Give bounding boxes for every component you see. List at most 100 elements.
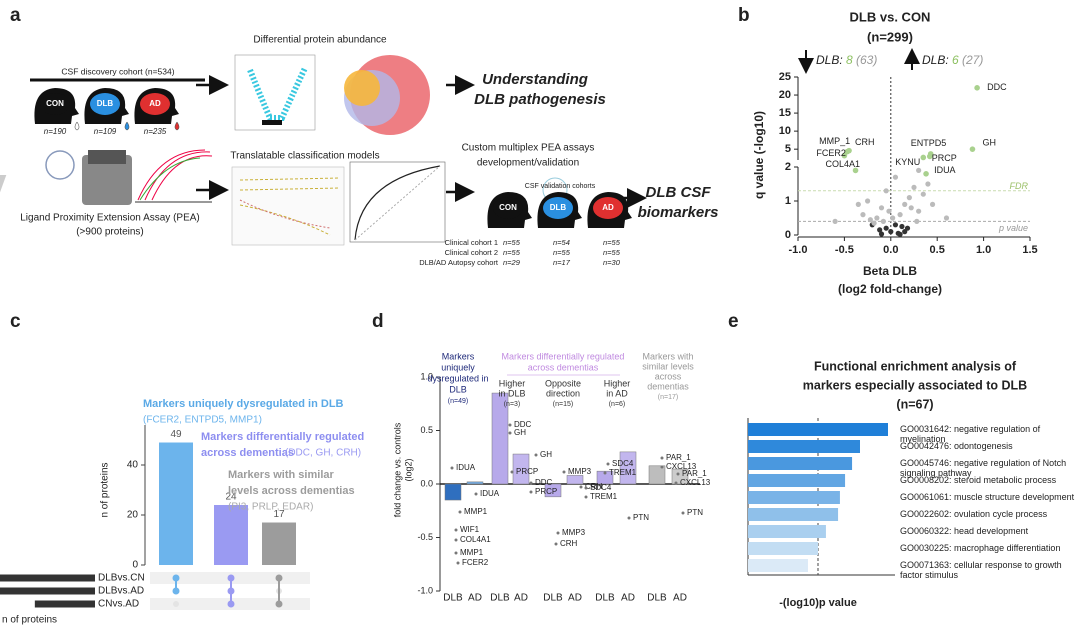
panel-a-art xyxy=(0,54,647,246)
bar xyxy=(512,453,530,485)
cohort-n: n=17 xyxy=(553,258,571,267)
y-axis-label: q value (-log10) xyxy=(752,111,766,199)
matrix-dot xyxy=(227,587,235,595)
group-header: DLB xyxy=(449,384,467,394)
bar xyxy=(214,505,248,565)
point-label: PRCP xyxy=(516,467,538,476)
point xyxy=(888,229,894,235)
matrix-dot xyxy=(227,574,235,582)
set-bar xyxy=(0,587,95,595)
x-tick-label: 0.0 xyxy=(883,244,898,256)
point xyxy=(886,208,892,214)
group-header: uniquely xyxy=(441,362,475,372)
highlighted-point xyxy=(852,167,859,174)
point xyxy=(892,174,899,180)
cohort-n: n=55 xyxy=(553,248,571,257)
bar xyxy=(748,559,808,572)
highlighted-point xyxy=(846,147,852,154)
point-label: GH xyxy=(514,428,526,437)
point xyxy=(916,208,922,214)
point xyxy=(902,201,908,207)
annotation: levels across dementias xyxy=(228,485,355,497)
point xyxy=(877,227,883,233)
drop xyxy=(174,121,180,131)
x-tick-label: DLB xyxy=(490,593,510,604)
y-tick-label: 2 xyxy=(785,161,791,173)
point-label: PAR_1 xyxy=(682,469,707,478)
label: DLB CSF xyxy=(646,184,712,201)
group-header: direction xyxy=(546,388,580,398)
group-name: CON xyxy=(499,203,517,212)
label-dot xyxy=(529,490,533,494)
point xyxy=(855,201,861,207)
point-label: ENTPD5 xyxy=(911,138,947,148)
point xyxy=(878,231,885,237)
threshold-label: FDR xyxy=(1010,181,1029,191)
category-label: GO0022602: ovulation cycle process xyxy=(900,509,1048,519)
y-tick-label: 40 xyxy=(127,460,139,471)
point-label: WIF1 xyxy=(460,525,480,534)
category-label: GO0061061: muscle structure development xyxy=(900,492,1075,502)
y-tick-label: 0 xyxy=(132,560,138,571)
point xyxy=(880,218,886,224)
value-label: 24 xyxy=(225,492,237,503)
count-total: (27) xyxy=(962,53,983,67)
point xyxy=(897,231,903,237)
cohort-n: n=30 xyxy=(603,258,621,267)
panel-label: c xyxy=(10,311,21,332)
label-dot xyxy=(458,510,462,514)
annotation: (PI3, PRLP, EDAR) xyxy=(228,502,313,513)
chart-title: (n=67) xyxy=(896,397,933,411)
label-dot xyxy=(676,472,680,476)
label: Understanding xyxy=(482,71,588,88)
x-tick-label: DLB xyxy=(443,593,463,604)
bar xyxy=(748,525,826,538)
highlighted-point xyxy=(926,153,933,160)
label-dot xyxy=(660,456,664,460)
y-tick-label: 0.0 xyxy=(420,478,433,488)
label-dot xyxy=(554,542,558,546)
bar xyxy=(748,457,853,470)
chart-title: markers especially associated to DLB xyxy=(803,378,1027,392)
label-dot xyxy=(450,466,454,470)
annotation: across dementias xyxy=(201,447,294,459)
group-header: in DLB xyxy=(498,388,525,398)
point xyxy=(871,220,877,226)
point-label: FCER2 xyxy=(462,558,489,567)
group-header: across dementias xyxy=(528,362,599,372)
threshold-label: p value xyxy=(998,223,1028,233)
point xyxy=(890,215,896,221)
label-dot xyxy=(579,485,583,489)
group-header: across xyxy=(655,371,682,381)
category-label: GO0030225: macrophage differentiation xyxy=(900,543,1061,553)
group-header: Opposite xyxy=(545,378,581,388)
y-tick-label: 15 xyxy=(779,107,791,119)
group-name: AD xyxy=(149,99,161,108)
label-dot xyxy=(584,486,588,490)
group-n: (n=3) xyxy=(504,401,521,408)
bar xyxy=(748,423,888,436)
bar xyxy=(748,474,846,487)
x-tick-label: AD xyxy=(621,593,635,604)
matrix-dot xyxy=(172,587,180,595)
point-label: CRH xyxy=(560,539,578,548)
chart-title: Functional enrichment analysis of xyxy=(814,359,1017,373)
chart-title: DLB vs. CON xyxy=(850,9,931,24)
point xyxy=(916,167,922,173)
point-label: GH xyxy=(982,138,996,148)
x-tick-label: DLB xyxy=(595,593,615,604)
panel-label: d xyxy=(372,311,384,332)
label-dot xyxy=(529,481,533,485)
point xyxy=(899,223,905,230)
cohort-n: n=55 xyxy=(603,248,621,257)
group-n: (n=15) xyxy=(553,401,573,408)
point-label: SDC4 xyxy=(612,459,634,468)
cohort-name: DLB/AD Autopsy cohort xyxy=(419,258,499,267)
set-name: DLBvs.CN xyxy=(98,573,145,584)
category-label: GO0008202: steroid metabolic process xyxy=(900,475,1057,485)
category-label: GO0042476: odontogenesis xyxy=(900,441,1013,451)
point-label: IDUA xyxy=(480,489,500,498)
point-label: COL4A1 xyxy=(826,159,861,169)
bar xyxy=(619,451,637,485)
point xyxy=(878,205,885,211)
